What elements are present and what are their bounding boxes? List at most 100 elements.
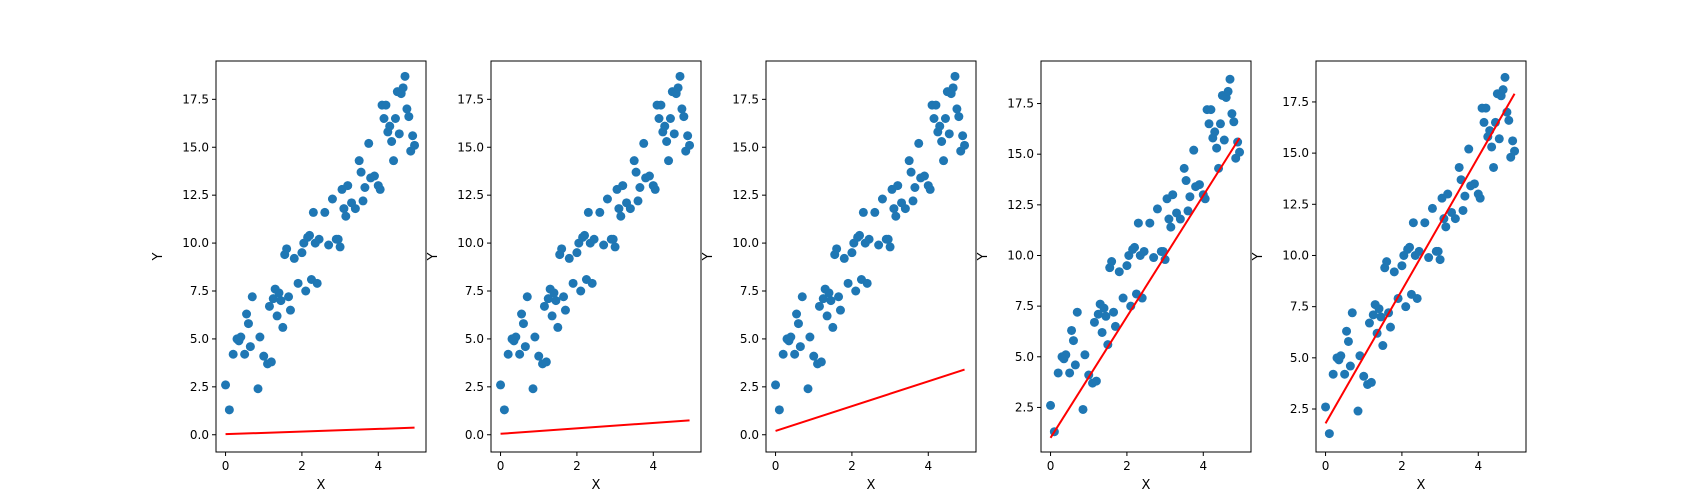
y-tick-label: 17.5: [1282, 95, 1309, 109]
scatter-point: [889, 204, 899, 214]
y-tick-label: 10.0: [1007, 248, 1034, 262]
scatter-point: [1210, 127, 1220, 137]
scatter-series: [1321, 72, 1520, 439]
panel-4: 0 2 4 2.5 5.0 7.5 10.0 12.5 15.0 17.5 X Y: [976, 60, 1252, 493]
scatter-point: [937, 137, 947, 146]
scatter-point: [245, 342, 255, 352]
y-tick-label: 2.5: [465, 380, 484, 394]
y-tick-label: 7.5: [1015, 299, 1034, 313]
scatter-point: [1061, 350, 1071, 360]
x-tick-label: 0: [772, 459, 780, 473]
scatter-point: [333, 234, 343, 244]
scatter-point: [564, 253, 574, 263]
scatter-point: [616, 211, 626, 221]
scatter-point: [650, 184, 660, 194]
scatter-point: [390, 114, 400, 123]
y-tick-label: 5.0: [740, 332, 759, 346]
scatter-point: [679, 112, 689, 122]
scatter-point: [314, 234, 324, 244]
scatter-point: [893, 181, 903, 191]
scatter-point: [284, 292, 294, 302]
scatter-point: [906, 167, 916, 177]
scatter-point: [1067, 325, 1077, 335]
scatter-point: [885, 242, 895, 252]
scatter-point: [1118, 293, 1128, 303]
scatter-point: [1504, 115, 1514, 125]
scatter-point: [803, 384, 813, 394]
y-tick-label: 0.0: [465, 428, 484, 442]
scatter-point: [381, 100, 391, 110]
scatter-point: [274, 288, 284, 298]
scatter-point: [654, 114, 664, 123]
y-tick-label: 2.5: [190, 380, 209, 394]
scatter-point: [925, 184, 935, 194]
axes-frame: [1315, 60, 1527, 453]
y-tick-label: 5.0: [1015, 350, 1034, 364]
scatter-point: [771, 380, 781, 390]
scatter-point: [369, 171, 379, 181]
scatter-point: [580, 230, 590, 240]
scatter-point: [656, 100, 666, 110]
scatter-point: [515, 349, 525, 359]
scatter-point: [553, 322, 563, 332]
scatter-point: [517, 309, 527, 319]
scatter-point: [543, 294, 553, 304]
x-tick-label: 2: [573, 459, 581, 473]
scatter-point: [790, 349, 800, 359]
scatter-point: [1110, 321, 1120, 331]
scatter-point: [919, 171, 929, 181]
x-tick-label: 4: [1474, 459, 1482, 473]
scatter-point: [614, 204, 624, 214]
scatter-point: [379, 114, 389, 123]
scatter-point: [1068, 336, 1078, 346]
scatter-point: [266, 357, 276, 367]
fit-line: [1049, 137, 1241, 439]
y-tick-label: 17.5: [1007, 97, 1034, 111]
scatter-point: [1487, 142, 1497, 152]
scatter-point: [375, 184, 385, 194]
scatter-point: [677, 104, 687, 114]
scatter-point: [858, 207, 868, 217]
scatter-point: [958, 131, 968, 141]
scatter-point: [809, 351, 819, 361]
scatter-point: [528, 384, 538, 394]
scatter-point: [602, 194, 612, 204]
scatter-point: [1046, 400, 1056, 410]
scatter-point: [599, 240, 609, 250]
scatter-point: [1508, 136, 1518, 146]
scatter-point: [1378, 341, 1388, 351]
scatter-point: [900, 204, 910, 214]
scatter-point: [795, 342, 805, 352]
scatter-point: [1189, 145, 1199, 155]
scatter-point: [824, 288, 834, 298]
scatter-series: [496, 71, 695, 415]
scatter-point: [639, 138, 649, 148]
scatter-point: [1458, 205, 1468, 215]
scatter-point: [1498, 85, 1508, 95]
scatter-point: [1479, 117, 1489, 127]
scatter-point: [282, 244, 292, 254]
scatter-point: [530, 332, 540, 342]
y-tick-label: 7.5: [740, 284, 759, 298]
x-tick-label: 0: [222, 459, 230, 473]
scatter-point: [1328, 369, 1338, 379]
scatter-point: [814, 301, 824, 311]
scatter-point: [948, 83, 958, 93]
scatter-point: [242, 309, 252, 319]
scatter-point: [1078, 404, 1088, 414]
scatter-point: [534, 351, 544, 361]
x-tick-label: 0: [1322, 459, 1330, 473]
scatter-point: [385, 121, 395, 131]
scatter-point: [935, 121, 945, 131]
y-tick-label: 15.0: [457, 140, 484, 154]
scatter-point: [883, 234, 893, 244]
scatter-point: [551, 296, 561, 306]
scatter-point: [665, 114, 675, 123]
scatter-point: [931, 100, 941, 110]
y-tick-label: 15.0: [1282, 146, 1309, 160]
scatter-point: [339, 204, 349, 214]
scatter-point: [778, 349, 788, 359]
scatter-point: [683, 131, 693, 141]
scatter-point: [1183, 206, 1193, 216]
scatter-point: [910, 183, 920, 192]
